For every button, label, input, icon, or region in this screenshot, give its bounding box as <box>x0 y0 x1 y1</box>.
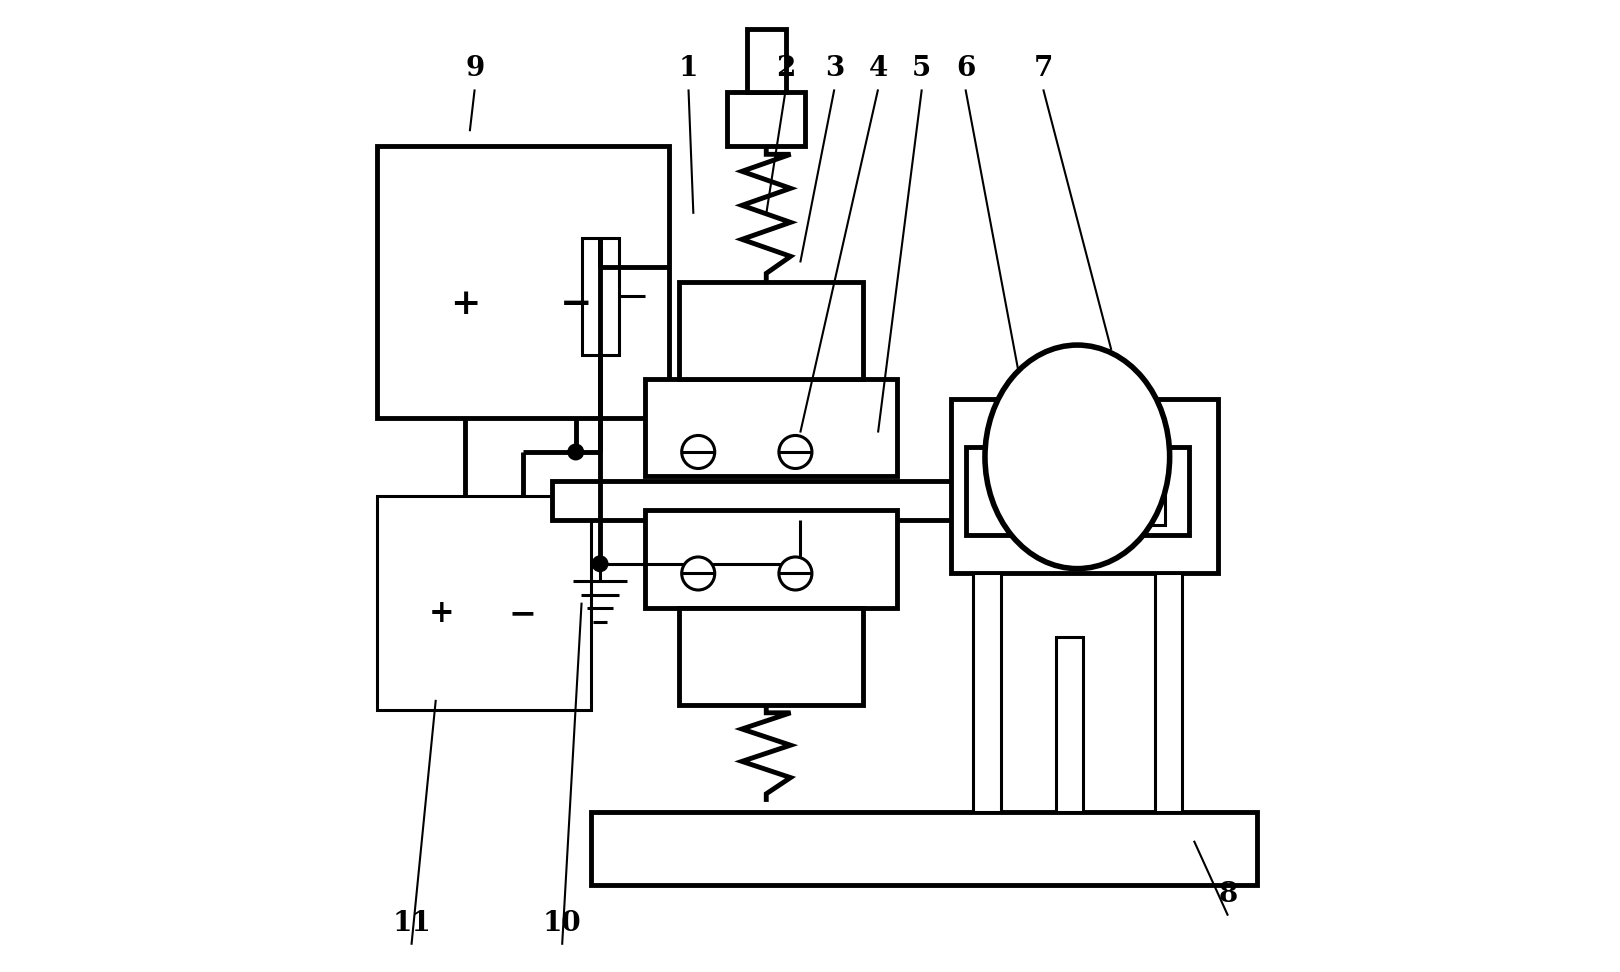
Bar <box>582 238 619 355</box>
Circle shape <box>682 557 714 590</box>
Circle shape <box>779 435 812 469</box>
Text: 9: 9 <box>465 54 484 82</box>
Bar <box>645 510 897 608</box>
Text: 5: 5 <box>912 54 932 82</box>
Circle shape <box>593 556 608 572</box>
Bar <box>951 399 1218 573</box>
Text: +: + <box>429 598 455 629</box>
Bar <box>591 812 1257 885</box>
Text: −: − <box>559 285 591 323</box>
Text: +: + <box>450 287 480 321</box>
Text: 3: 3 <box>825 54 844 82</box>
Ellipse shape <box>985 345 1170 569</box>
Bar <box>747 29 786 92</box>
Bar <box>1155 573 1183 812</box>
Text: 2: 2 <box>776 54 795 82</box>
Text: 7: 7 <box>1034 54 1053 82</box>
Circle shape <box>569 444 583 460</box>
Bar <box>377 496 591 710</box>
Bar <box>679 608 863 705</box>
Bar <box>727 92 805 146</box>
Text: 11: 11 <box>392 910 431 937</box>
Bar <box>966 447 1034 535</box>
Text: 10: 10 <box>543 910 582 937</box>
Text: 1: 1 <box>679 54 698 82</box>
Bar <box>1056 637 1084 812</box>
Text: 8: 8 <box>1218 881 1238 908</box>
Bar <box>1121 447 1189 535</box>
Bar <box>1140 476 1165 525</box>
Bar <box>974 573 1001 812</box>
Circle shape <box>779 557 812 590</box>
Bar <box>552 481 1174 520</box>
Text: 6: 6 <box>956 54 975 82</box>
Circle shape <box>682 435 714 469</box>
Bar <box>679 282 863 379</box>
Text: −: − <box>509 597 536 630</box>
Bar <box>645 379 897 476</box>
Text: 4: 4 <box>868 54 888 82</box>
Bar <box>377 146 669 418</box>
